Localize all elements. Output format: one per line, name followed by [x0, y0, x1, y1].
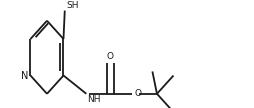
- Text: O: O: [134, 89, 141, 98]
- Text: NH: NH: [88, 95, 101, 104]
- Text: O: O: [107, 52, 114, 61]
- Text: N: N: [21, 71, 28, 81]
- Text: SH: SH: [66, 1, 78, 10]
